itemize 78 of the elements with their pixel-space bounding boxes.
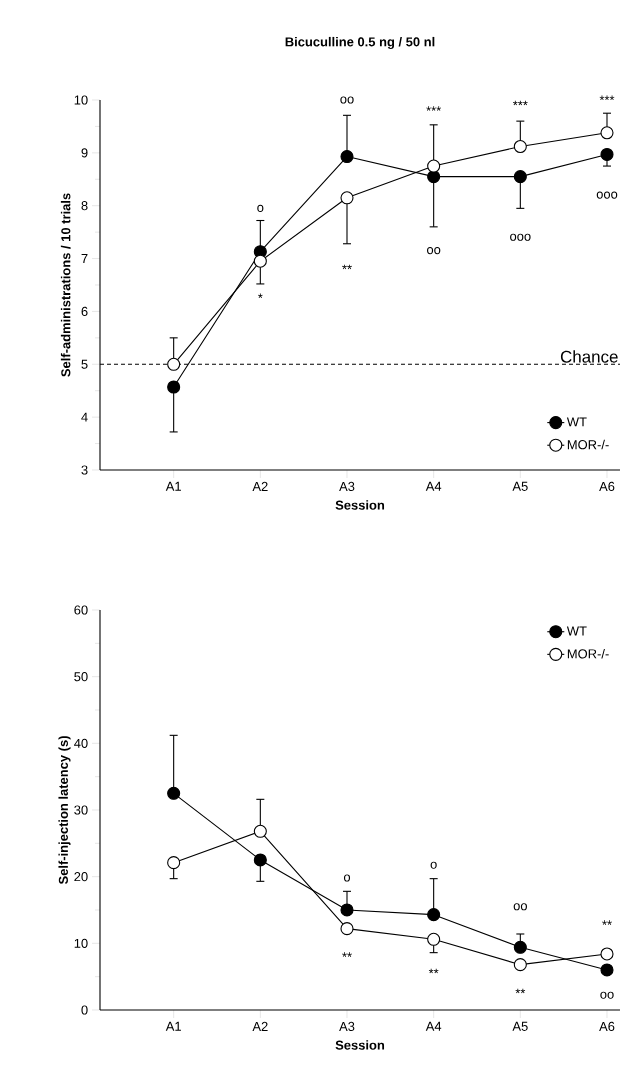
point — [513, 940, 527, 954]
annotation: o — [430, 861, 437, 869]
legend-label: MOR-/- — [567, 439, 609, 450]
chart-title: Bicuculline 0.5 ng / 50 nl — [285, 36, 435, 50]
point — [340, 191, 354, 205]
y-tick-label: 40 — [74, 738, 88, 748]
y-axis-title: Self-injection latency (s) — [58, 736, 71, 885]
y-tick-label: 8 — [81, 201, 88, 211]
y-tick-label: 0 — [81, 1005, 88, 1015]
x-tick-label: A3 — [339, 1021, 355, 1032]
point — [167, 856, 181, 870]
point — [427, 908, 441, 922]
y-tick-label: 10 — [74, 95, 88, 105]
point — [600, 947, 614, 961]
y-tick-label: 9 — [81, 148, 88, 158]
y-tick-label: 4 — [81, 412, 88, 422]
point — [340, 150, 354, 164]
x-tick-label: A2 — [252, 1021, 268, 1031]
y-tick-label: 50 — [74, 672, 88, 682]
legend-label: MOR-/- — [567, 648, 609, 659]
point — [253, 824, 267, 838]
annotation: ** — [428, 968, 439, 974]
x-tick-label: A1 — [165, 1021, 181, 1031]
y-tick-label: 60 — [74, 605, 88, 615]
annotation: *** — [512, 100, 528, 106]
annotation: ooo — [596, 191, 618, 199]
annotation: oo — [600, 991, 614, 999]
annotation: o — [257, 204, 264, 212]
annotation: ** — [342, 264, 352, 270]
annotation: ooo — [510, 233, 531, 241]
x-axis-title: Session — [335, 1040, 385, 1050]
y-tick-label: 7 — [81, 254, 88, 264]
x-tick-label: A6 — [599, 1021, 615, 1032]
annotation: *** — [426, 106, 442, 111]
y-tick-label: 20 — [74, 872, 88, 882]
x-tick-label: A4 — [425, 481, 442, 491]
annotation: oo — [427, 247, 441, 255]
x-tick-label: A3 — [339, 481, 355, 492]
y-tick-label: 10 — [74, 938, 88, 948]
annotation: oo — [513, 903, 527, 911]
point — [600, 963, 614, 977]
ref-line-label: Chance — [560, 350, 618, 363]
x-tick-label: A4 — [425, 1021, 442, 1031]
point — [427, 932, 441, 946]
point — [513, 958, 527, 972]
point — [167, 786, 181, 800]
point — [253, 853, 267, 867]
x-tick-label: A2 — [252, 481, 268, 491]
point — [167, 357, 181, 371]
point — [167, 380, 181, 394]
point — [253, 254, 267, 268]
x-tick-label: A5 — [512, 1021, 528, 1031]
x-tick-label: A5 — [512, 481, 528, 491]
annotation: o — [343, 874, 351, 882]
annotation: ** — [515, 988, 526, 994]
point — [427, 159, 441, 173]
point — [513, 139, 527, 154]
annotation: * — [258, 293, 263, 299]
y-tick-label: 3 — [81, 465, 88, 475]
x-tick-label: A1 — [165, 481, 181, 491]
x-tick-label: A6 — [599, 481, 615, 492]
y-tick-label: 6 — [81, 306, 88, 316]
point — [427, 170, 441, 184]
y-axis-title: Self-administrations / 10 trials — [60, 193, 71, 377]
y-tick-label: 5 — [81, 359, 88, 369]
annotation: ** — [602, 920, 612, 925]
point — [513, 170, 527, 184]
x-axis-title: Session — [335, 500, 385, 510]
legend-label: WT — [566, 626, 587, 636]
point — [600, 147, 614, 161]
annotation: *** — [599, 95, 615, 101]
point — [340, 903, 354, 917]
point — [600, 126, 614, 140]
annotation: oo — [340, 96, 354, 104]
point — [340, 922, 354, 936]
annotation: ** — [342, 952, 352, 957]
y-tick-label: 30 — [74, 805, 88, 815]
legend-label: WT — [566, 417, 587, 427]
